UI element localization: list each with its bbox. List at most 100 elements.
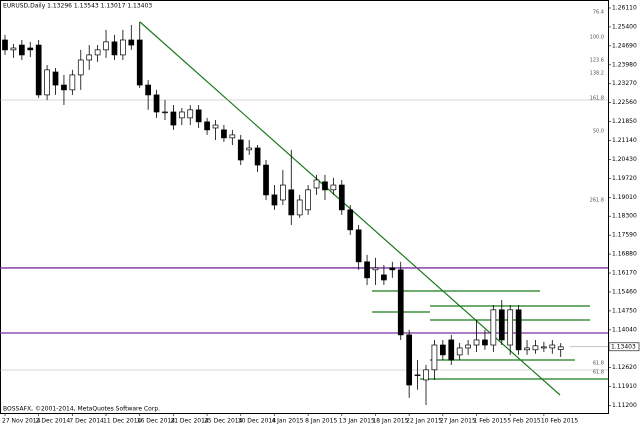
candle-body [288, 189, 295, 216]
candle-body [27, 47, 34, 51]
y-tick-label: 1.14040 [612, 326, 637, 333]
candle-body [263, 164, 269, 196]
candle-body [103, 41, 109, 51]
candle-body [94, 49, 101, 56]
y-tick-label: 1.20430 [612, 156, 637, 163]
x-tick-label: 25 Dec 2014 [204, 418, 243, 425]
y-tick-label: 1.24690 [612, 42, 637, 49]
candle-body [246, 147, 253, 151]
candle-body [187, 109, 194, 119]
candle-body [490, 309, 497, 346]
x-tick-label: 5 Feb 2015 [507, 418, 541, 425]
x-tick-label: 2 Dec 2014 [36, 418, 71, 425]
fib-label: 161.8 [590, 96, 604, 102]
x-tick-label: 10 Feb 2015 [541, 418, 579, 425]
candle-body [237, 139, 244, 161]
candle-body [271, 194, 278, 206]
x-tick-label: 1 Feb 2015 [474, 418, 508, 425]
x-tick-label: 18 Jan 2015 [372, 418, 408, 425]
candle-body [35, 44, 42, 96]
y-tick-label: 1.17590 [612, 232, 637, 239]
candle-body [482, 339, 488, 346]
fib-label: 100.0 [590, 35, 604, 41]
y-tick-label: 1.23270 [612, 80, 637, 87]
candle-body [52, 71, 59, 86]
candle-body [364, 261, 370, 279]
x-tick-label: 22 Jan 2015 [406, 418, 442, 425]
x-tick-label: 21 Dec 2014 [170, 418, 209, 425]
candle-body [195, 109, 202, 123]
candle-body [77, 59, 84, 76]
fib-label: 61.8 [593, 361, 604, 367]
candle-body [280, 184, 286, 201]
candle-body [515, 309, 522, 351]
candle-body [128, 39, 135, 46]
y-tick-label: 1.12620 [612, 364, 637, 371]
candle-body [507, 309, 514, 346]
candle-body [322, 181, 328, 191]
candle-body [120, 39, 126, 56]
y-tick-label: 1.21850 [612, 118, 637, 125]
candle-body [61, 84, 67, 91]
candle-body [431, 344, 438, 371]
last-price-box [608, 342, 640, 352]
x-tick-label: 8 Jan 2015 [305, 418, 337, 425]
fib-label: 138.2 [590, 71, 604, 77]
x-tick-label: 13 Jan 2015 [339, 418, 375, 425]
candle-body [448, 339, 455, 361]
candle-body [414, 374, 421, 377]
y-tick-label: 1.23980 [612, 61, 637, 68]
candle-body [170, 111, 177, 126]
x-tick-label: 11 Dec 2014 [103, 418, 142, 425]
last-price-label: 1.13403 [611, 343, 636, 350]
y-tick-label: 1.25400 [612, 23, 637, 30]
candle-body [473, 339, 480, 346]
candle-body [355, 229, 362, 263]
y-tick-label: 1.16170 [612, 270, 637, 277]
chart-title: EURUSD,Daily 1.13296 1.13543 1.13017 1.1… [3, 3, 152, 10]
x-tick-label: 27 Jan 2015 [440, 418, 476, 425]
candle-body [145, 84, 151, 96]
fib-lines [0, 99, 608, 371]
y-tick-label: 1.11200 [612, 402, 637, 409]
candle-body [162, 111, 168, 114]
candle-body [338, 184, 345, 211]
candle-body [456, 347, 463, 356]
candle-body [296, 199, 303, 216]
candle-body [254, 147, 261, 166]
candle-body [524, 347, 530, 351]
footer: BOSSAFX, ©2001-2014, MetaQuotes Software… [3, 406, 160, 413]
candle-body [549, 344, 556, 349]
candle-body [541, 346, 547, 349]
y-tick-label: 1.19720 [612, 175, 637, 182]
candle-body [136, 39, 143, 86]
fib-label: 261.8 [590, 198, 604, 204]
candle-body [347, 209, 354, 231]
candle-body [10, 47, 17, 51]
fib-label: 61.8 [593, 370, 604, 376]
candle-body [439, 344, 446, 356]
candle-body [2, 39, 8, 51]
candle-body [313, 179, 320, 189]
y-tick-label: 1.15460 [612, 288, 637, 295]
y-tick-label: 1.19010 [612, 194, 637, 201]
candle-body [532, 345, 539, 351]
x-tick-label: 16 Dec 2014 [137, 418, 176, 425]
candle-body [498, 309, 505, 341]
y-tick-label: 1.18300 [612, 213, 637, 220]
candle-body [111, 41, 118, 56]
y-tick-label: 1.22560 [612, 99, 637, 106]
x-tick-label: 30 Dec 2014 [238, 418, 277, 425]
candle-body [153, 94, 160, 113]
candle-body [229, 134, 236, 139]
y-tick-label: 1.11910 [612, 383, 637, 390]
candle-body [204, 121, 210, 131]
candle-body [389, 267, 396, 271]
candle-body [330, 184, 337, 191]
candle-body [406, 334, 413, 386]
candle-body [423, 369, 429, 381]
candle-body [18, 44, 25, 56]
y-tick-label: 1.16880 [612, 251, 637, 258]
